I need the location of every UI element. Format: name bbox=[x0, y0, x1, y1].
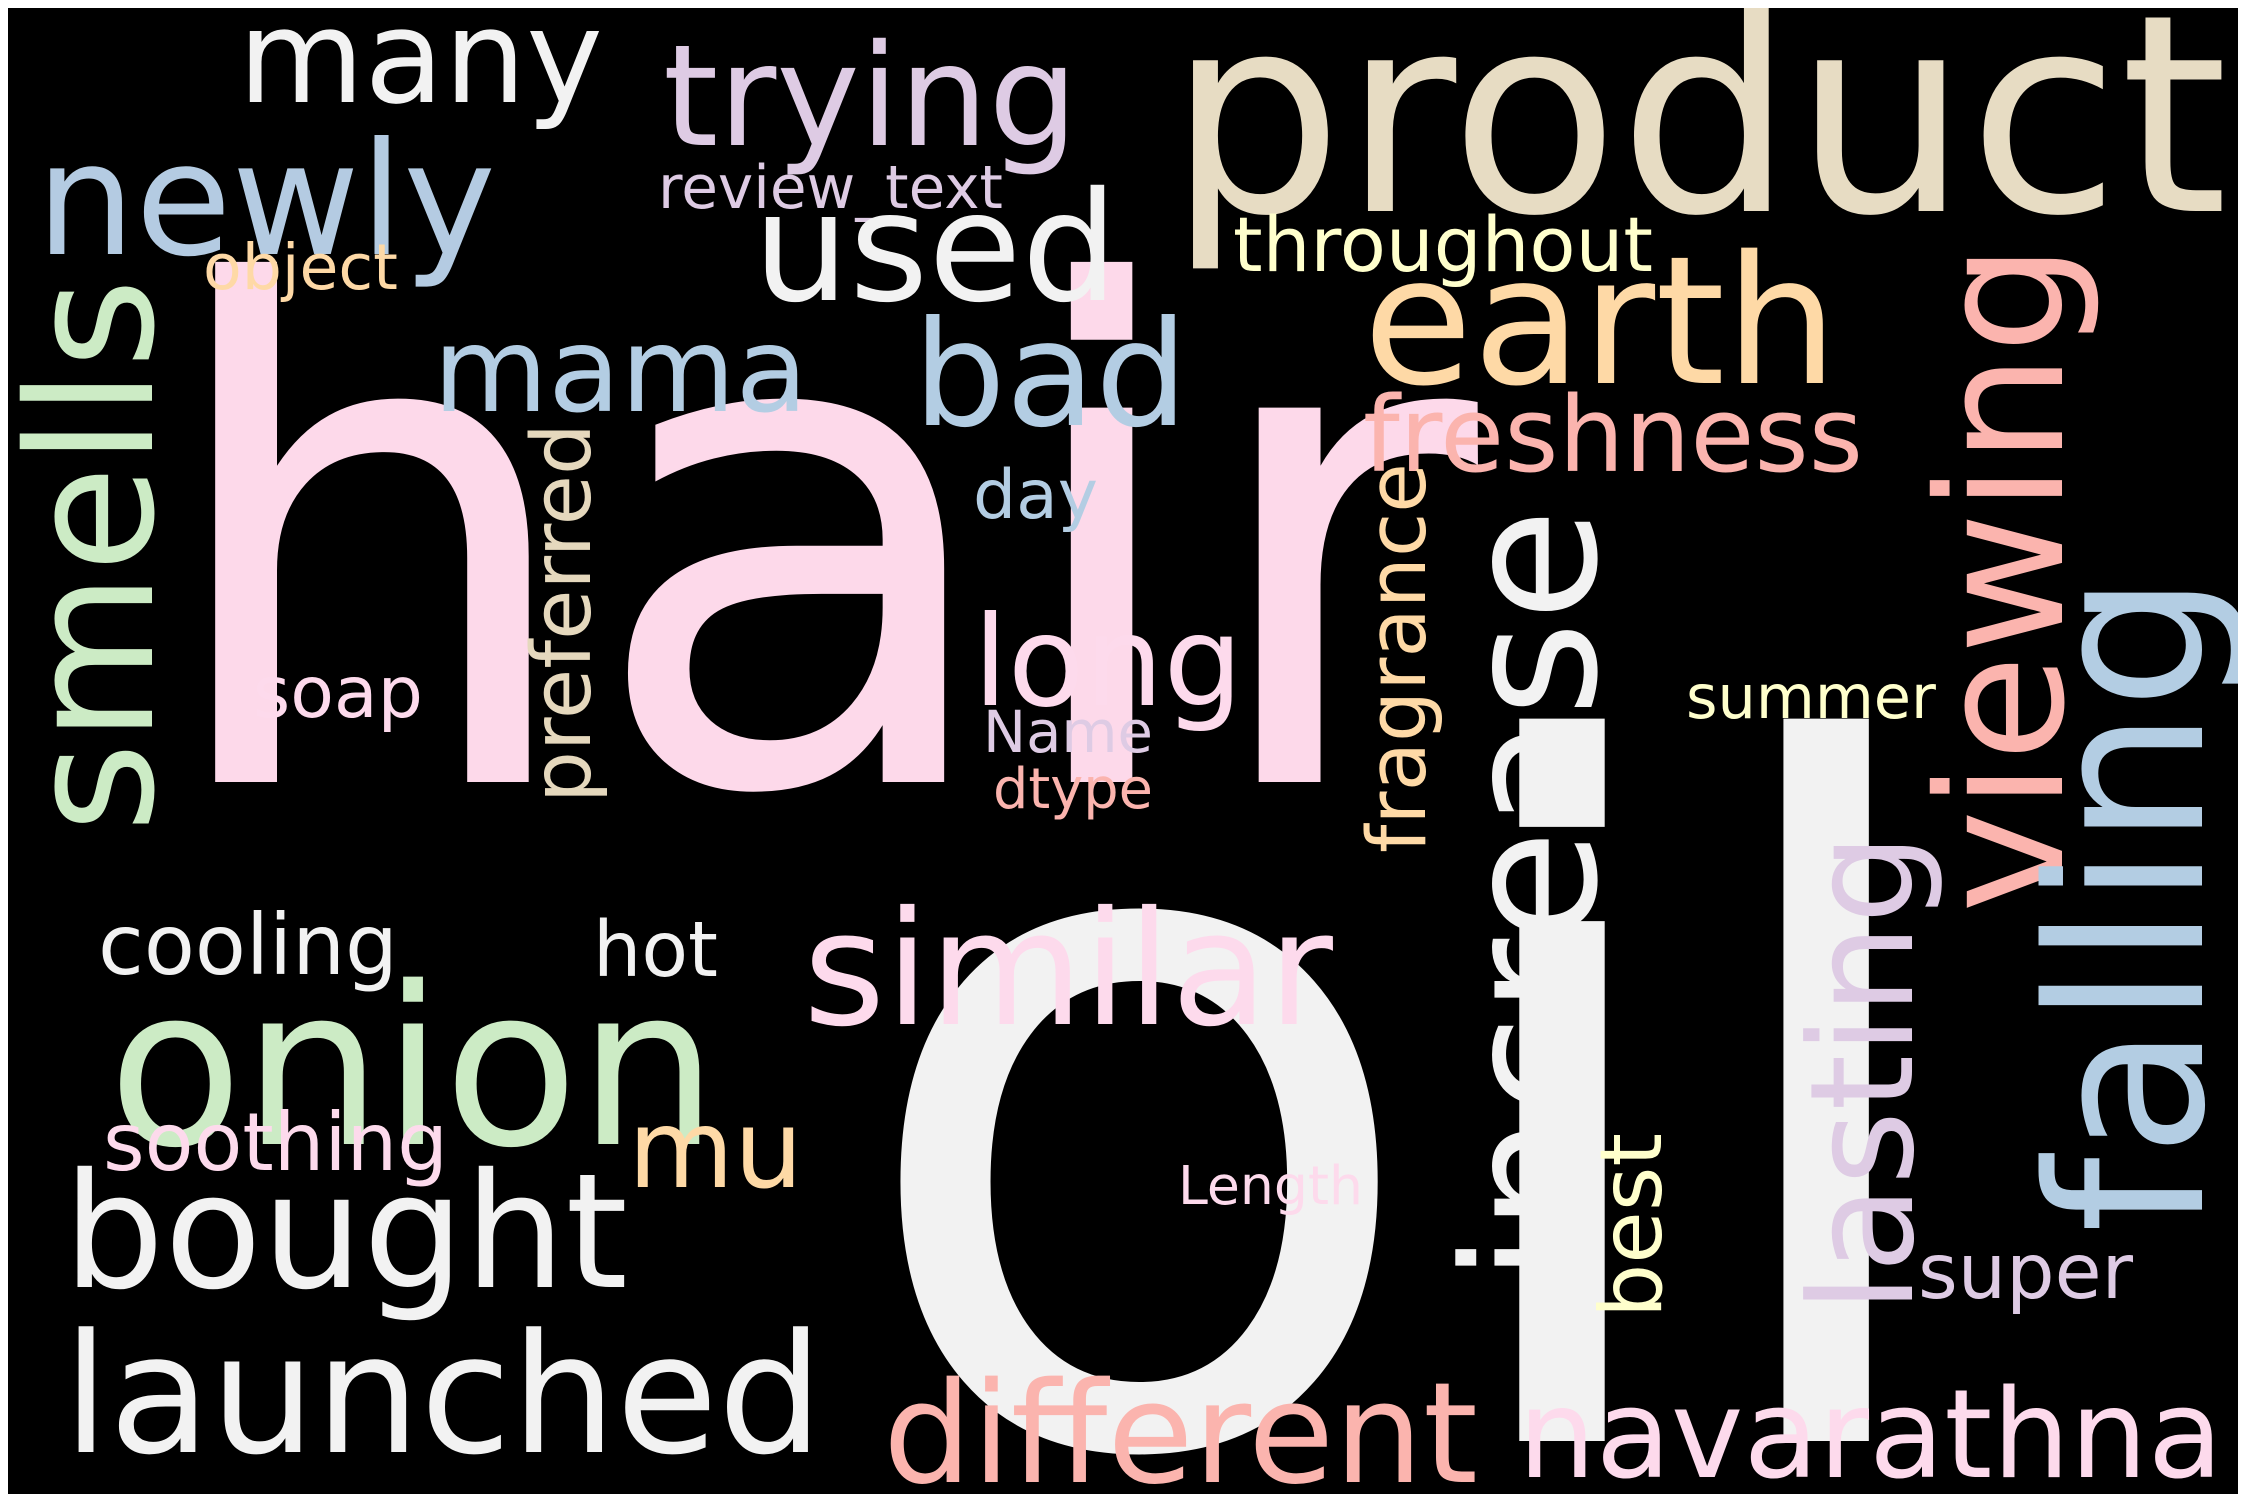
word-name: Name bbox=[983, 699, 1153, 767]
word-product: product bbox=[1168, 8, 2228, 276]
word-mama: mama bbox=[433, 301, 808, 440]
word-cloud: hair oil product newly many trying review_text… bbox=[8, 8, 2238, 1494]
word-freshness: freshness bbox=[1363, 374, 1863, 497]
word-used: used bbox=[753, 159, 1118, 337]
word-smells: smells bbox=[8, 278, 194, 833]
word-super: super bbox=[1918, 1227, 2133, 1317]
word-hair: hair bbox=[153, 147, 1478, 944]
word-best: best bbox=[1583, 1133, 1683, 1318]
word-soothing: soothing bbox=[103, 1096, 448, 1190]
word-soap: soap bbox=[253, 651, 423, 735]
word-trying: trying bbox=[663, 15, 1078, 180]
word-different: different bbox=[883, 1353, 1478, 1494]
word-long: long bbox=[973, 589, 1243, 736]
word-navarathna: navarathna bbox=[1518, 1363, 2223, 1494]
word-preferred: preferred bbox=[515, 423, 611, 803]
word-many: many bbox=[238, 8, 603, 134]
word-object: object bbox=[203, 230, 398, 305]
word-onion: onion bbox=[108, 939, 718, 1196]
word-mu: mu bbox=[628, 1086, 803, 1214]
word-dtype: dtype bbox=[993, 757, 1153, 823]
word-bought: bought bbox=[63, 1139, 628, 1326]
word-earth: earth bbox=[1363, 218, 1838, 426]
word-review-text: review_text bbox=[658, 153, 1003, 223]
word-bad: bad bbox=[913, 290, 1188, 461]
word-similar: similar bbox=[803, 878, 1333, 1063]
word-lasting: lasting bbox=[1779, 833, 1947, 1313]
word-cooling: cooling bbox=[98, 896, 398, 994]
word-oil: oil bbox=[848, 559, 1958, 1494]
word-throughout: throughout bbox=[1233, 200, 1653, 289]
word-newly: newly bbox=[36, 109, 496, 292]
word-day: day bbox=[973, 455, 1098, 535]
word-falling: falling bbox=[2002, 573, 2238, 1233]
word-length: Length bbox=[1178, 1153, 1363, 1217]
word-summer: summer bbox=[1686, 662, 1936, 733]
word-launched: launched bbox=[63, 1298, 823, 1492]
word-hot: hot bbox=[593, 905, 718, 995]
